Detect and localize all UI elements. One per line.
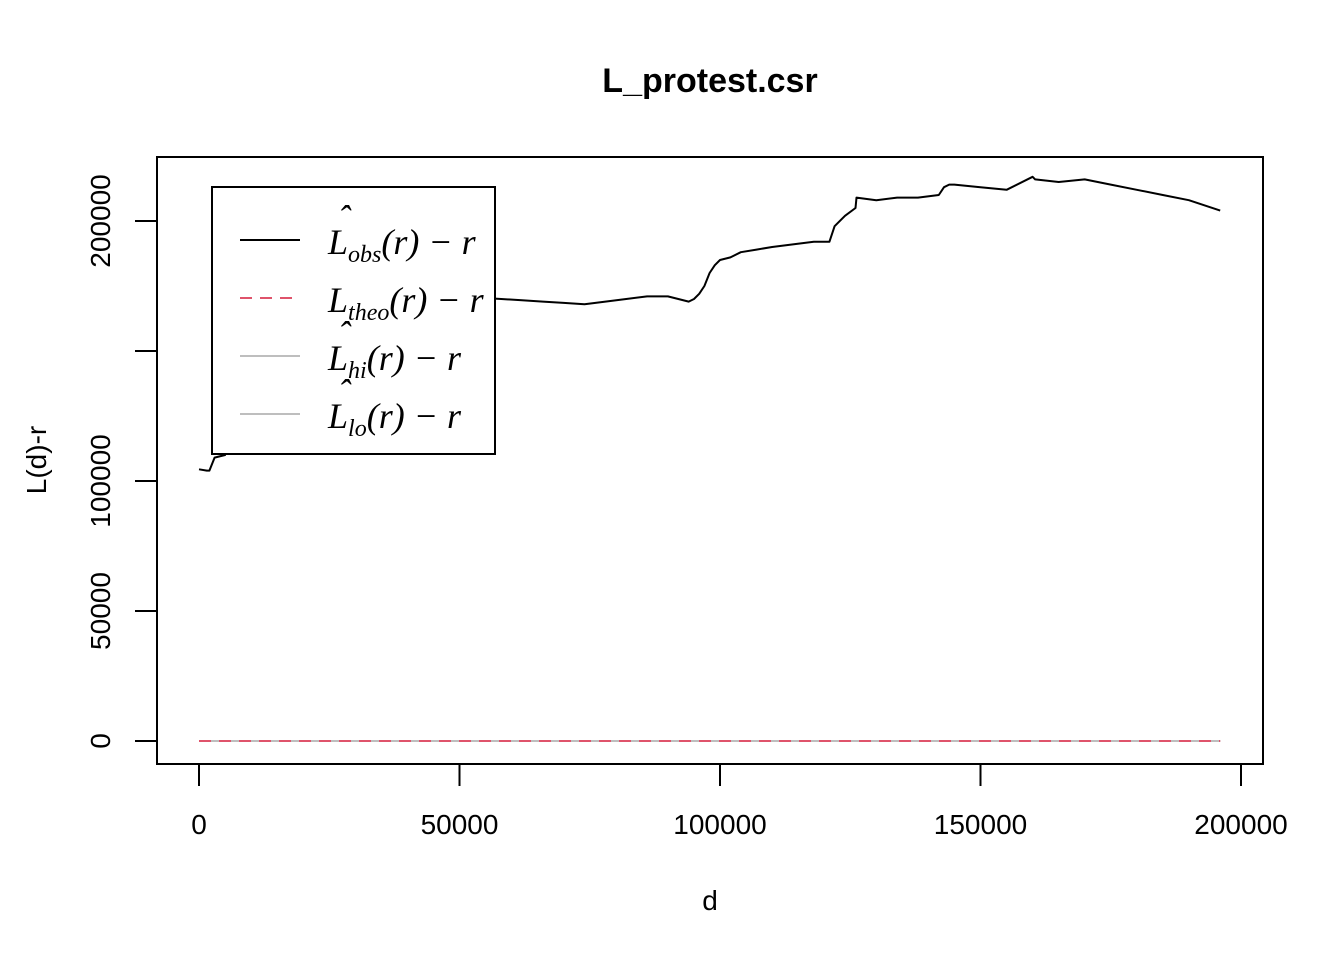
chart-title: L_protest.csr — [602, 62, 817, 100]
x-tick-label: 200000 — [1194, 809, 1287, 840]
x-tick-label: 100000 — [673, 809, 766, 840]
legend-label: Lobs(r) − r — [327, 222, 477, 268]
y-tick-label: 0 — [85, 733, 116, 749]
legend-hat: ˆ — [338, 198, 352, 238]
legend-item-lo: Llo(r) − rˆ — [240, 372, 462, 442]
legend-label: Llo(r) − r — [327, 396, 462, 442]
legend-label: Lhi(r) − r — [327, 338, 462, 384]
y-tick-label: 200000 — [85, 174, 116, 267]
y-tick-label: 50000 — [85, 572, 116, 650]
legend-box — [211, 186, 496, 455]
y-axis-label: L(d)-r — [21, 426, 52, 494]
x-tick-label: 0 — [191, 809, 207, 840]
x-tick-label: 50000 — [421, 809, 499, 840]
x-axis-label: d — [702, 885, 718, 916]
legend-item-theo: Ltheo(r) − r — [240, 280, 485, 326]
x-axis: 0 50000 100000 150000 200000 — [191, 763, 1288, 840]
legend-hat: ˆ — [338, 314, 352, 354]
legend-item-hi: Lhi(r) − rˆ — [240, 314, 462, 384]
y-axis: 0 50000 100000 200000 — [85, 174, 158, 749]
x-tick-label: 150000 — [934, 809, 1027, 840]
legend-label: Ltheo(r) − r — [327, 280, 485, 326]
y-tick-label: 100000 — [85, 434, 116, 527]
legend-item-obs: Lobs(r) − rˆ — [240, 198, 477, 268]
legend-hat: ˆ — [338, 372, 352, 412]
